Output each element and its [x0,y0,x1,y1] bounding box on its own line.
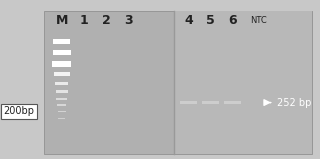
FancyBboxPatch shape [57,104,67,106]
FancyBboxPatch shape [56,98,67,100]
Text: 1: 1 [80,14,88,27]
FancyBboxPatch shape [56,90,68,93]
Text: 6: 6 [228,14,237,27]
FancyBboxPatch shape [55,82,68,85]
FancyBboxPatch shape [224,101,241,104]
FancyBboxPatch shape [202,101,219,104]
Text: M: M [56,14,68,27]
FancyBboxPatch shape [44,11,312,154]
Text: 4: 4 [184,14,193,27]
FancyBboxPatch shape [180,101,197,104]
FancyBboxPatch shape [58,118,65,119]
FancyBboxPatch shape [52,50,71,55]
Text: 200bp: 200bp [3,106,34,116]
FancyBboxPatch shape [54,72,70,76]
Text: NTC: NTC [250,16,267,25]
Text: 2: 2 [102,14,110,27]
Text: 5: 5 [206,14,215,27]
FancyBboxPatch shape [175,11,312,154]
FancyBboxPatch shape [53,39,70,44]
Text: 252 bp: 252 bp [277,98,311,107]
FancyBboxPatch shape [52,61,71,67]
FancyBboxPatch shape [58,111,66,112]
Text: 3: 3 [124,14,132,27]
